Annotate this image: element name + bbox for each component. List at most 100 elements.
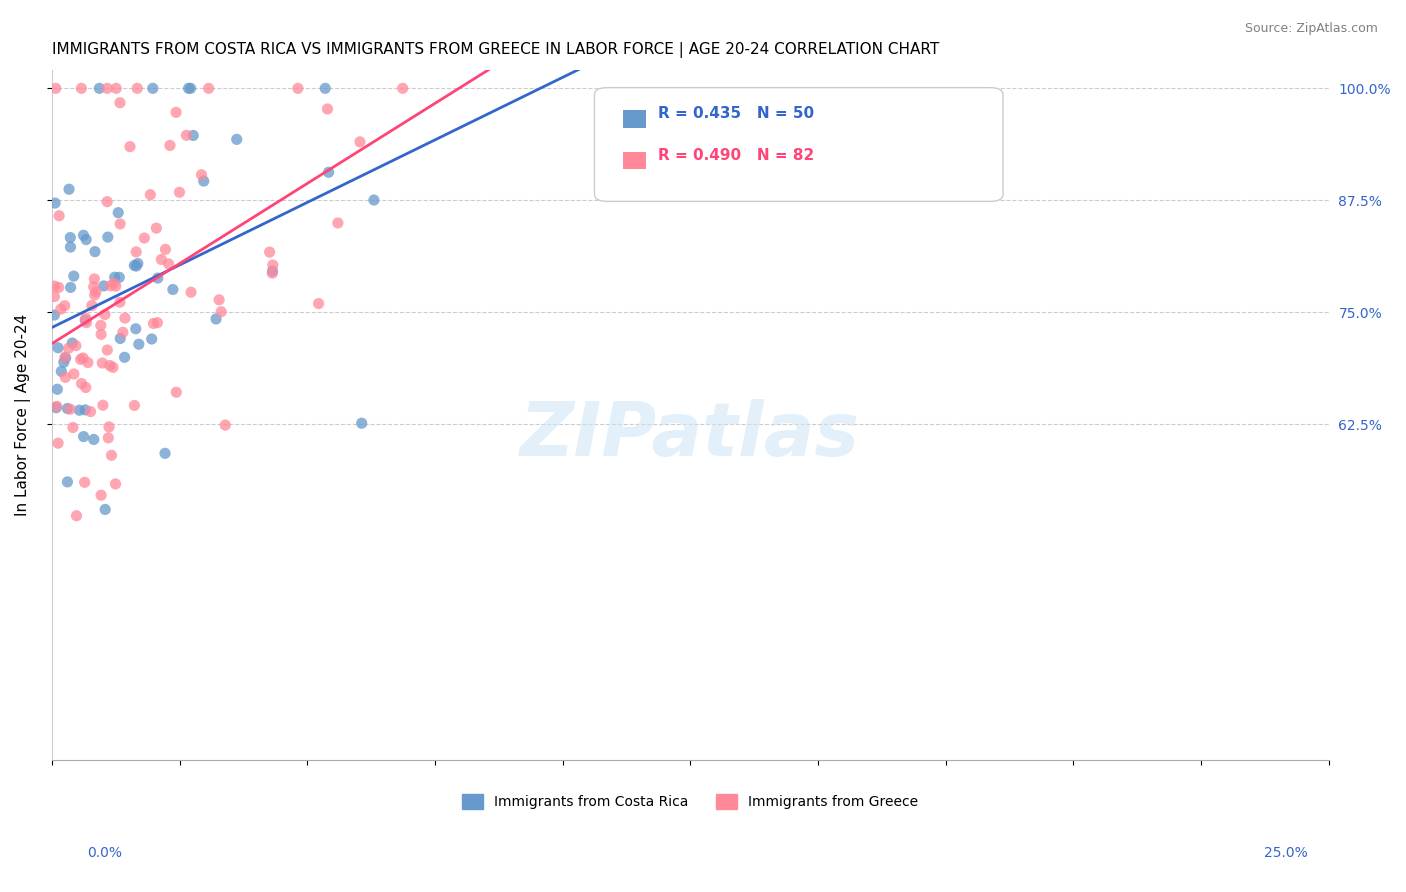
Point [72,351,94,365]
Point [146,271,169,285]
Point [83,272,105,286]
Point [262,264,284,278]
Point [55,351,77,365]
Point [155,243,177,257]
Point [94,308,117,322]
Point [59,280,82,294]
Point [58,182,80,196]
Point [83,288,105,302]
Point [318,165,340,179]
Point [157,257,180,271]
Point [180,81,202,95]
Point [62,420,84,434]
Point [108,95,131,110]
Point [46,341,69,355]
Point [44,289,66,303]
Text: R = 0.490   N = 82: R = 0.490 N = 82 [658,148,814,162]
Point [125,259,148,273]
Point [118,139,141,153]
Point [153,446,176,460]
Point [83,433,105,447]
Text: 25.0%: 25.0% [1264,846,1308,860]
Point [349,135,371,149]
Point [80,299,103,313]
Point [96,194,118,209]
Point [98,420,121,434]
Point [48,280,70,294]
Point [100,448,122,462]
Point [91,356,114,370]
Point [165,105,187,120]
Point [67,403,90,417]
Point [124,399,146,413]
Point [350,416,373,430]
Point [73,475,96,490]
Point [94,502,117,516]
Point [316,102,339,116]
Point [259,245,281,260]
Point [58,341,80,355]
Point [51,364,73,378]
Point [96,81,118,95]
Point [108,295,131,310]
Point [104,279,127,293]
Bar [623,152,645,169]
Point [44,279,66,293]
Point [181,128,204,143]
Point [75,313,97,327]
Point [101,360,124,375]
Point [91,398,114,412]
Point [104,270,127,285]
Point [72,228,94,243]
Point [287,81,309,95]
Point [98,359,121,373]
Point [391,81,413,95]
Point [142,81,165,95]
Point [59,230,82,244]
Text: ZIPatlas: ZIPatlas [520,400,860,472]
Point [75,311,97,326]
Point [142,317,165,331]
Point [63,367,86,381]
Point [49,302,72,317]
Point [45,81,67,95]
Point [96,343,118,357]
Point [177,81,200,95]
Point [197,81,219,95]
Point [44,308,66,322]
Point [56,401,79,416]
Point [165,385,187,400]
Bar [623,111,645,128]
Point [45,401,67,415]
Point [75,402,97,417]
Point [205,312,228,326]
Point [225,132,247,146]
Point [146,316,169,330]
Point [44,196,66,211]
Point [110,331,132,345]
Point [114,311,136,326]
Point [97,230,120,244]
Point [46,382,69,396]
Point [180,285,202,300]
Text: IMMIGRANTS FROM COSTA RICA VS IMMIGRANTS FROM GREECE IN LABOR FORCE | AGE 20-24 : IMMIGRANTS FROM COSTA RICA VS IMMIGRANTS… [52,42,939,58]
Point [56,475,79,489]
Point [326,216,349,230]
Point [90,318,112,333]
Point [75,233,97,247]
Legend: Immigrants from Costa Rica, Immigrants from Greece: Immigrants from Costa Rica, Immigrants f… [457,789,924,814]
Point [134,231,156,245]
Point [75,380,97,394]
Point [107,205,129,219]
Point [48,209,70,223]
Point [53,370,76,384]
Text: R = 0.435   N = 50: R = 0.435 N = 50 [658,106,814,121]
Point [159,138,181,153]
Point [108,217,131,231]
Point [128,337,150,351]
Point [104,476,127,491]
Point [108,270,131,285]
FancyBboxPatch shape [595,87,1002,202]
Point [77,356,100,370]
Point [70,376,93,391]
